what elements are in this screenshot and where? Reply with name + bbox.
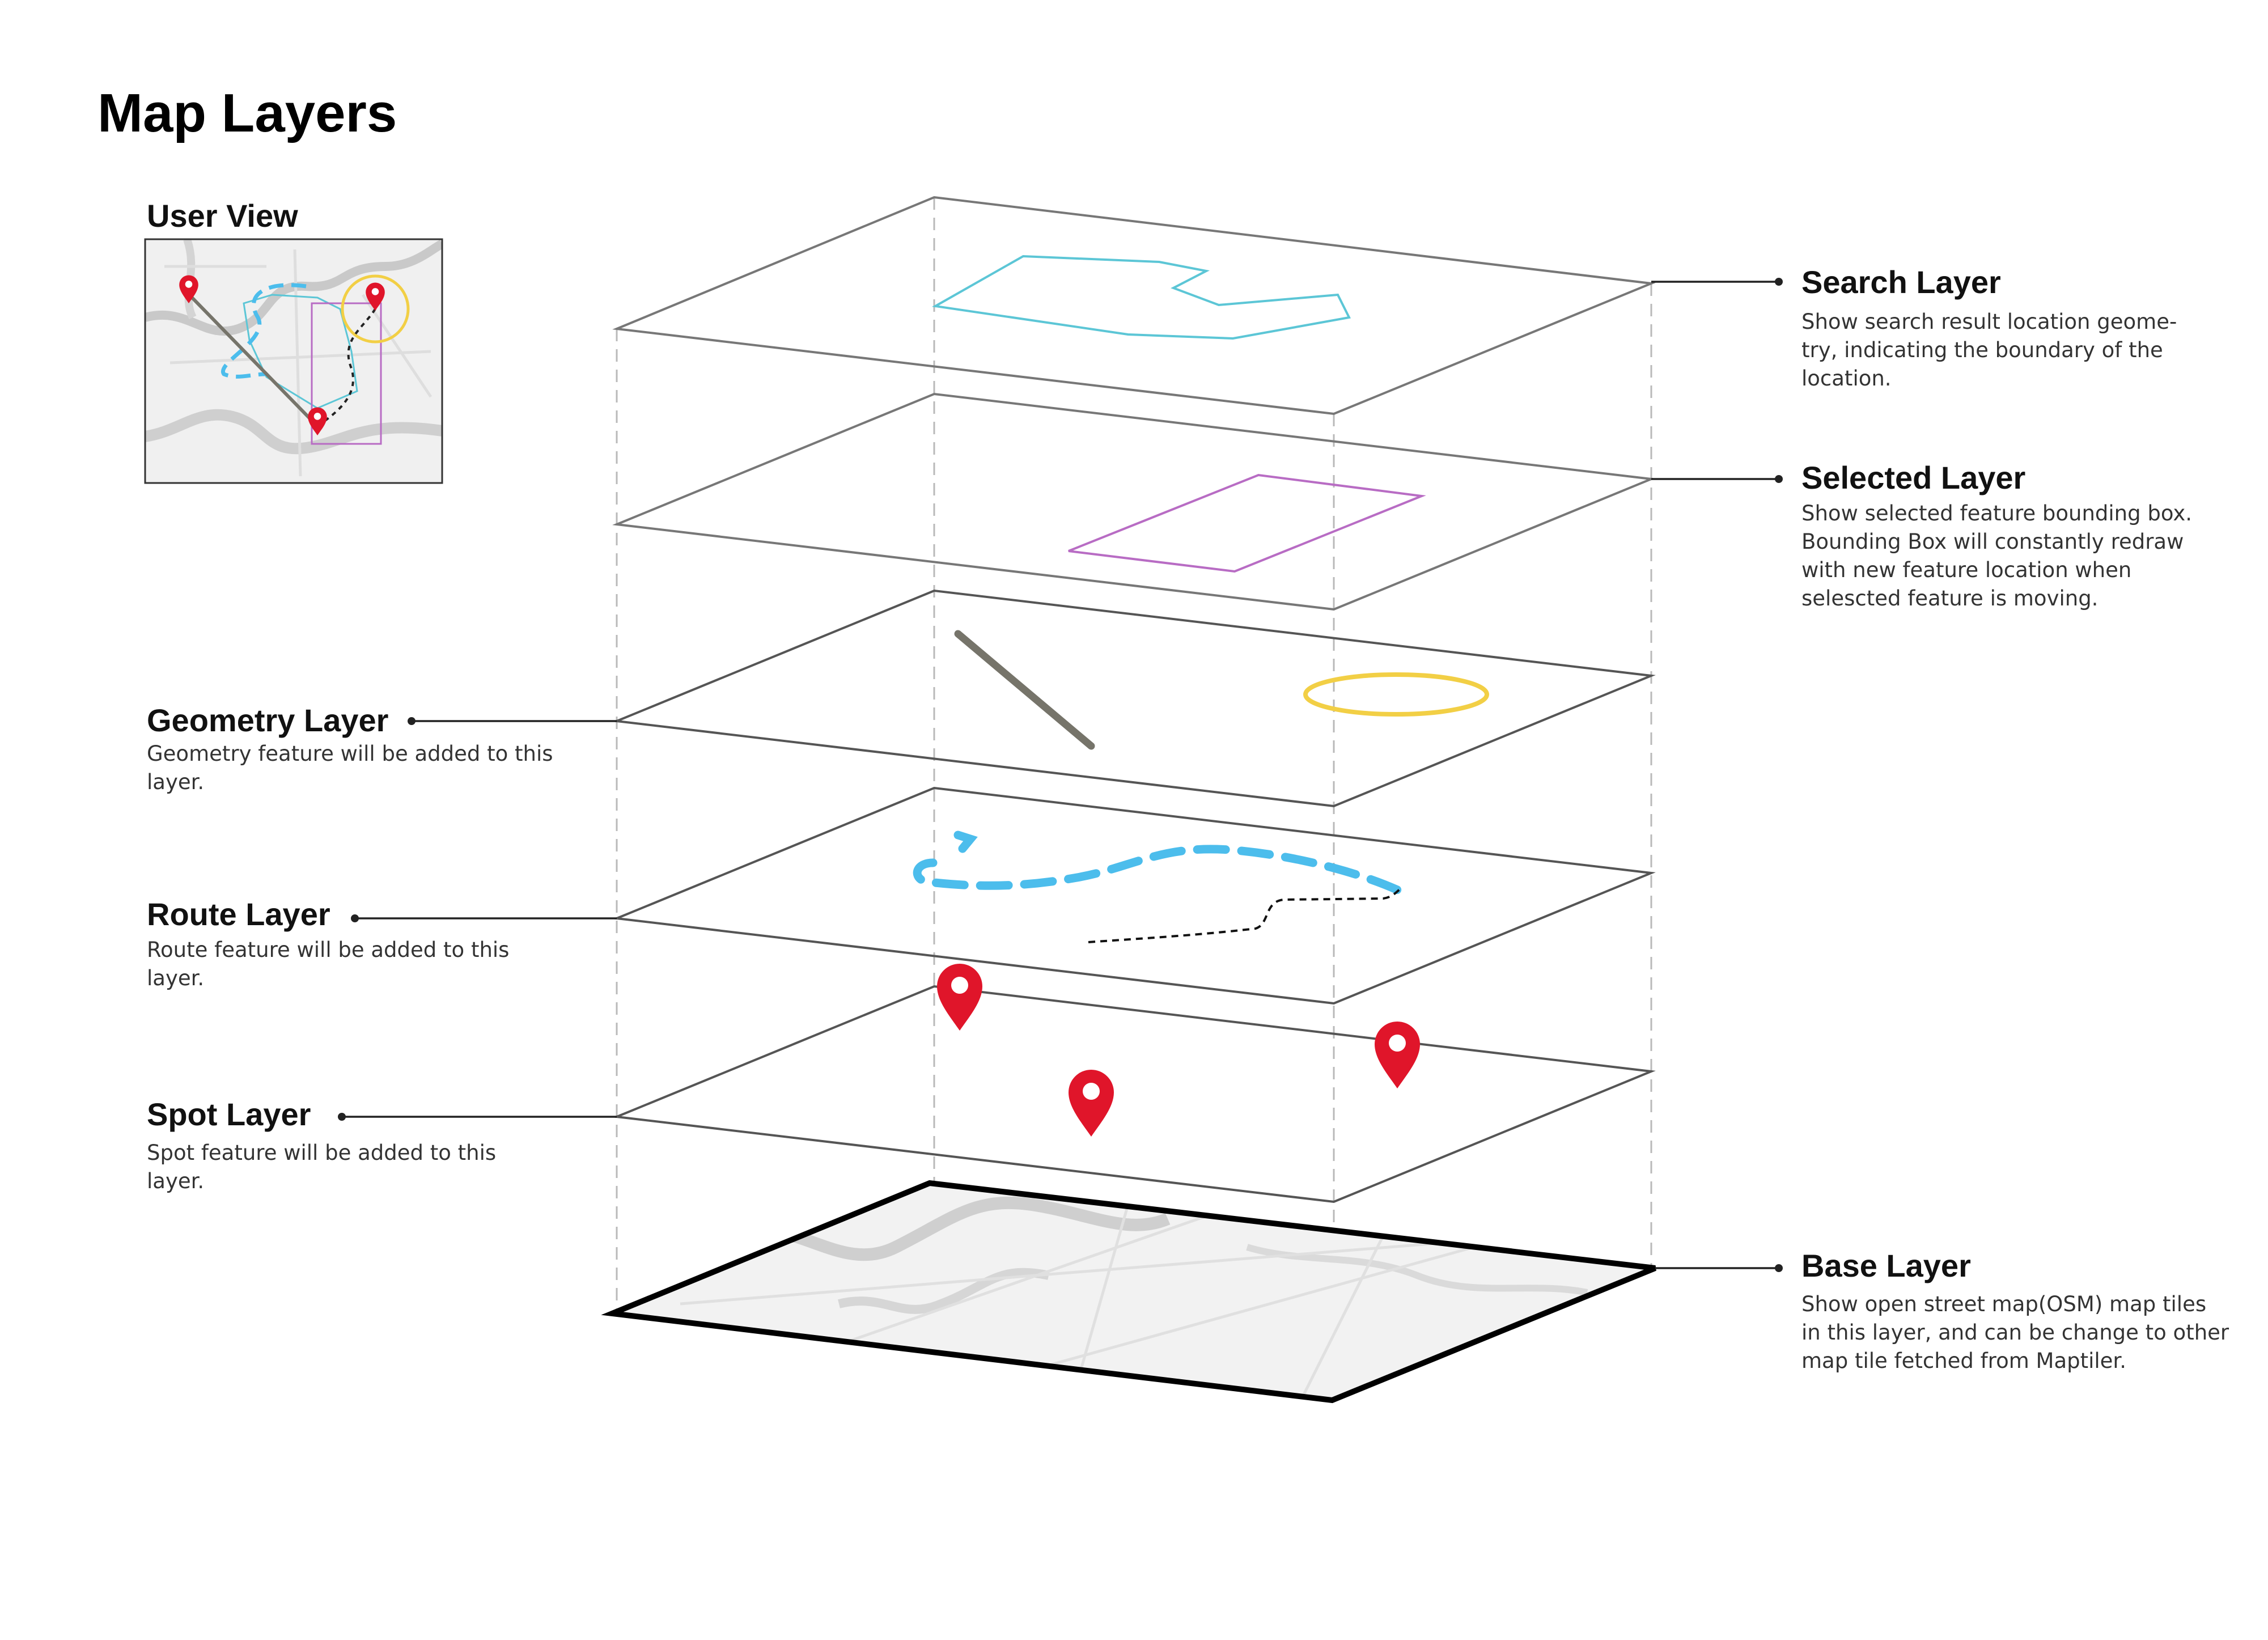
geometry-layer-desc: layer. <box>147 770 204 794</box>
base-layer-title: Base Layer <box>1801 1248 1971 1283</box>
user-view-basemap <box>145 239 442 477</box>
user-view: User View <box>144 198 443 484</box>
selected-layer-desc: with new feature location when <box>1801 558 2131 582</box>
vertical-guides <box>616 197 1652 1400</box>
spot-layer-plane <box>612 964 1656 1203</box>
geometry-layer-title: Geometry Layer <box>147 702 388 738</box>
geometry-layer-annotation: Geometry Layer Geometry feature will be … <box>147 702 617 794</box>
spot-layer-desc: layer. <box>147 1169 204 1193</box>
base-layer-annotation: Base Layer Show open street map(OSM) map… <box>1655 1248 2229 1373</box>
selected-layer-desc: Show selected feature bounding box. <box>1801 501 2192 526</box>
spot-marker-icon <box>1069 1070 1114 1137</box>
base-layer-desc: in this layer, and can be change to othe… <box>1801 1320 2229 1345</box>
spot-marker-icon <box>1375 1022 1420 1088</box>
selected-layer-desc: Bounding Box will constantly redraw <box>1801 529 2184 554</box>
selected-layer-title: Selected Layer <box>1801 460 2025 495</box>
base-layer-desc: Show open street map(OSM) map tiles <box>1801 1292 2206 1316</box>
search-layer-plane <box>612 196 1656 416</box>
route-layer-title: Route Layer <box>147 896 330 932</box>
search-layer-annotation: Search Layer Show search result location… <box>1651 264 2177 391</box>
route-layer-desc: layer. <box>147 966 204 990</box>
geometry-layer-desc: Geometry feature will be added to this <box>147 741 553 766</box>
spot-marker-icon <box>937 964 982 1031</box>
route-layer-plane <box>612 786 1656 1005</box>
search-layer-desc: Show search result location geome- <box>1801 310 2177 334</box>
spot-layer-title: Spot Layer <box>147 1096 311 1132</box>
route-layer-annotation: Route Layer Route feature will be added … <box>147 896 617 990</box>
route-layer-desc: Route feature will be added to this <box>147 938 509 962</box>
base-layer-desc: map tile fetched from Maptiler. <box>1801 1349 2126 1373</box>
search-layer-title: Search Layer <box>1801 264 2001 300</box>
selected-layer-desc: selescted feature is moving. <box>1801 586 2098 611</box>
selected-layer-annotation: Selected Layer Show selected feature bou… <box>1651 460 2192 611</box>
user-view-label: User View <box>147 198 298 234</box>
spot-layer-desc: Spot feature will be added to this <box>147 1141 496 1165</box>
spot-layer-annotation: Spot Layer Spot feature will be added to… <box>147 1096 617 1193</box>
geometry-layer-plane <box>612 589 1656 808</box>
base-layer-plane <box>601 1180 1656 1404</box>
page-title: Map Layers <box>97 83 397 143</box>
search-layer-desc: try, indicating the boundary of the <box>1801 338 2163 362</box>
search-layer-desc: location. <box>1801 366 1892 391</box>
selected-layer-plane <box>612 392 1656 611</box>
